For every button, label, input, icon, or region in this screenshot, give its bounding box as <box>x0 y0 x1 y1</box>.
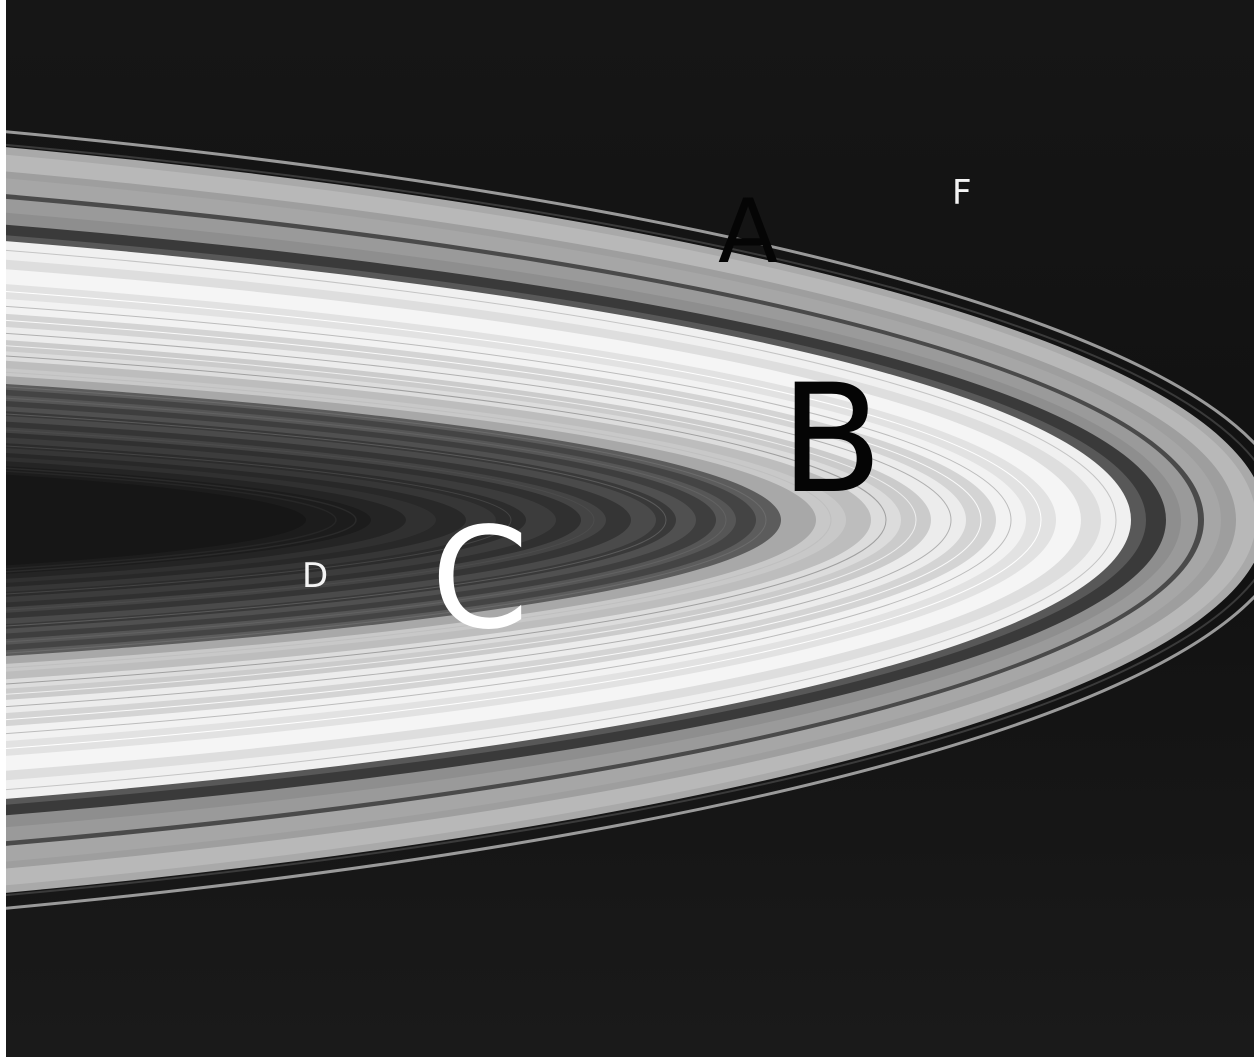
ringlet-detail <box>6 250 1116 790</box>
ring-photo: A B C D F <box>6 0 1254 1057</box>
label-f: F <box>952 173 972 213</box>
label-c: C <box>431 498 529 661</box>
ring-bands <box>6 130 1254 910</box>
label-d: D <box>302 556 329 596</box>
label-a: A <box>718 180 779 283</box>
ring-system-drawing <box>6 0 1254 1057</box>
label-b: B <box>780 353 883 527</box>
